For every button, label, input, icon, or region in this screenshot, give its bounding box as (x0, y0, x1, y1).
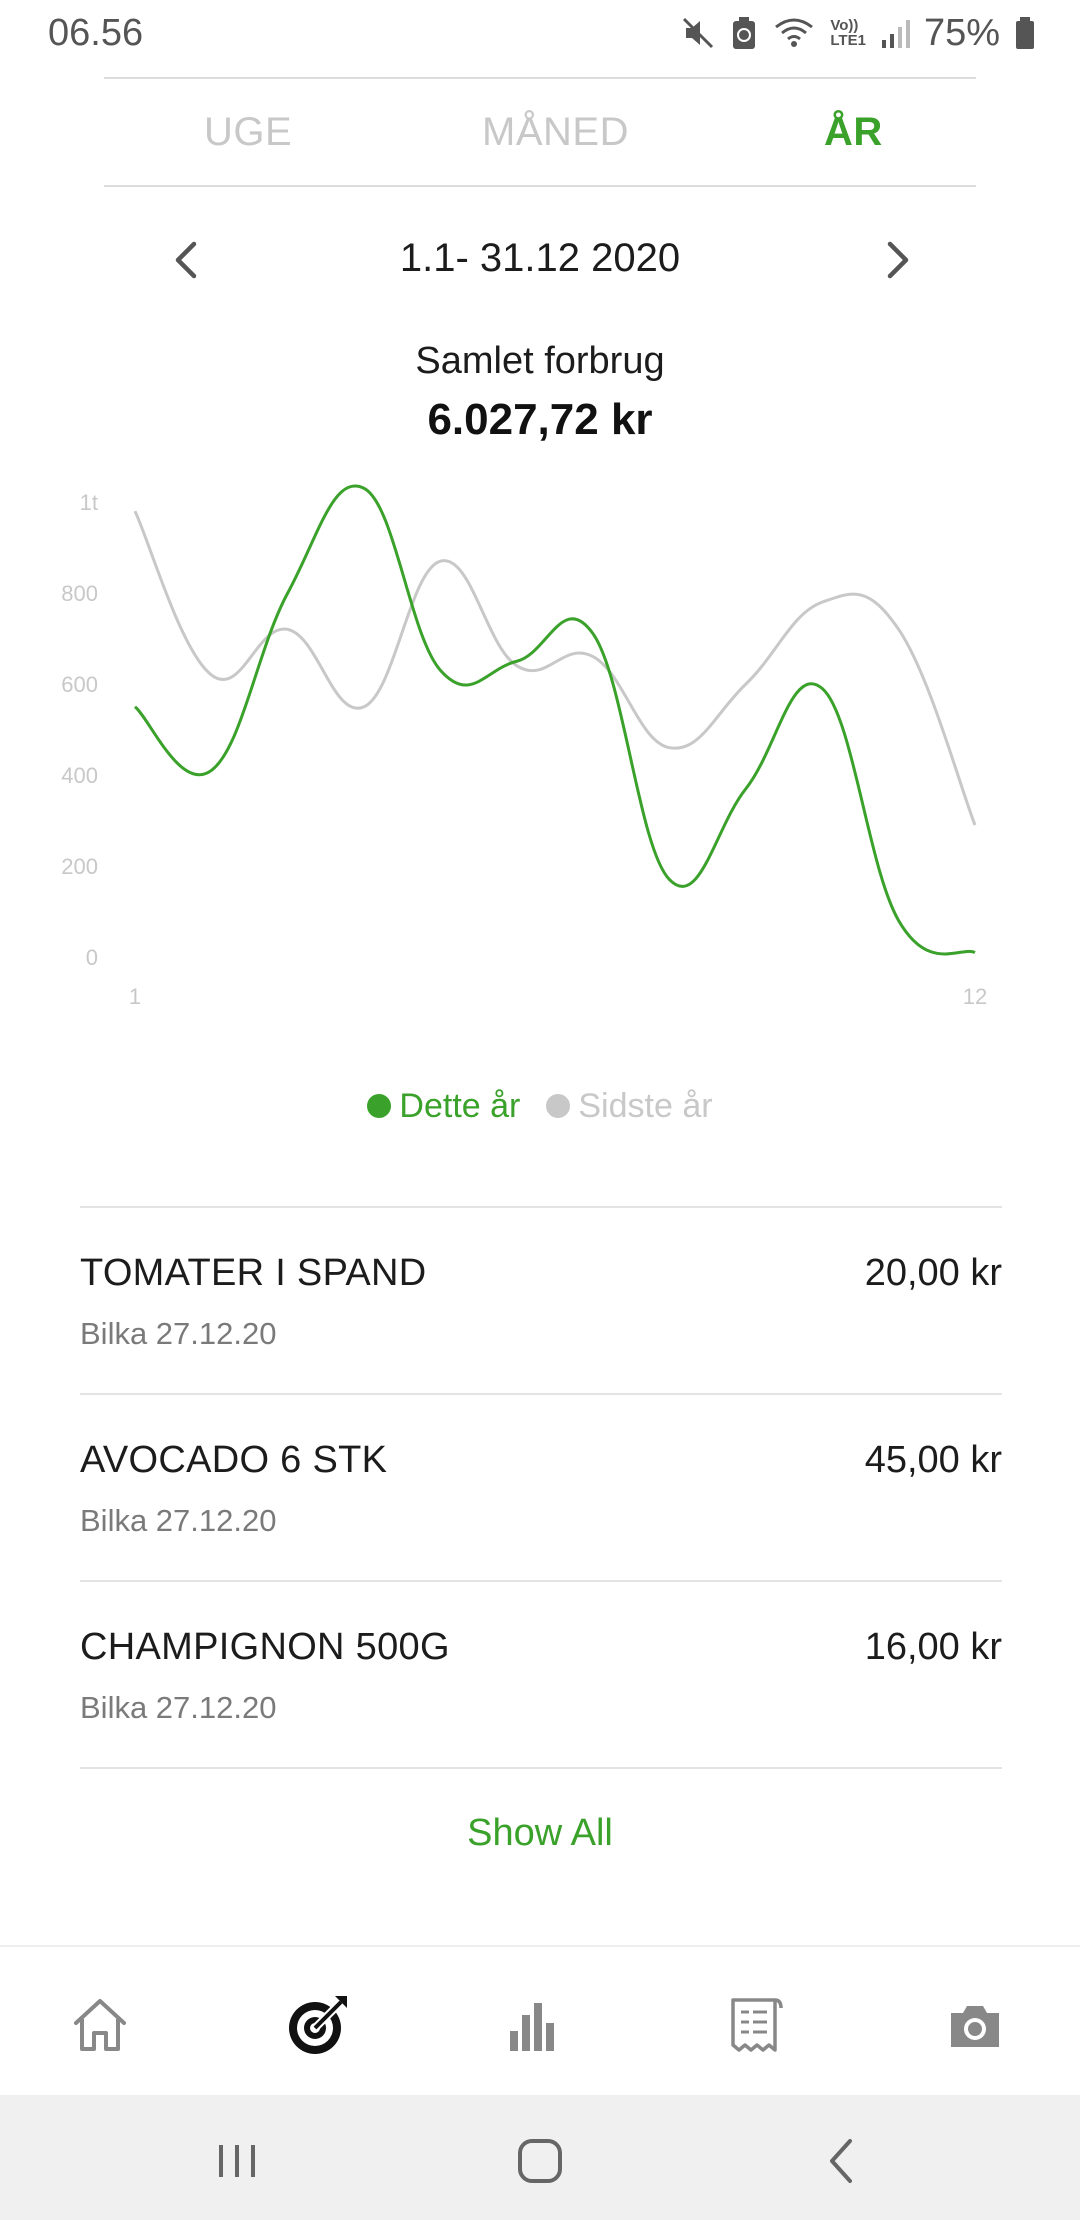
battery-percent: 75% (923, 11, 1000, 54)
y-tick-label: 400 (61, 763, 98, 788)
chevron-left-icon (175, 241, 197, 279)
volte-label: Vo)) (830, 17, 859, 34)
transaction-name: AVOCADO 6 STK (80, 1439, 388, 1481)
transaction-amount: 20,00 kr (864, 1252, 1002, 1294)
target-icon (289, 1996, 347, 2054)
summary-total: 6.027,72 kr (427, 395, 653, 444)
transaction-row[interactable]: CHAMPIGNON 500G Bilka 27.12.20 16,00 kr (80, 1582, 1002, 1769)
transaction-name: TOMATER I SPAND (80, 1252, 427, 1294)
volte-icon: Vo)) LTE1 (830, 18, 866, 48)
transaction-amount: 45,00 kr (864, 1439, 1002, 1481)
status-bar: 06.56 Vo)) LTE1 75% (0, 0, 1080, 66)
back-icon (830, 2139, 852, 2183)
date-range-label: 1.1- 31.12 2020 (399, 236, 681, 280)
legend-dot-last-year (546, 1094, 571, 1118)
transaction-row[interactable]: TOMATER I SPAND Bilka 27.12.20 20,00 kr (80, 1208, 1002, 1395)
legend-label-last-year: Sidste år (578, 1086, 713, 1125)
legend-item-last-year: Sidste år (546, 1086, 713, 1126)
transaction-name: CHAMPIGNON 500G (80, 1626, 450, 1668)
status-icons: Vo)) LTE1 75% (680, 10, 1036, 56)
transaction-meta: Bilka 27.12.20 (80, 1316, 277, 1351)
series-line-this-year (133, 484, 976, 956)
mute-icon (683, 17, 714, 49)
chevron-right-icon (887, 241, 909, 279)
y-tick-label: 600 (61, 672, 98, 697)
back-button[interactable] (812, 2131, 872, 2191)
tab-year[interactable]: ÅR (824, 110, 883, 154)
series-line-last-year (133, 510, 977, 826)
y-tick-label: 0 (86, 945, 98, 970)
transaction-row[interactable]: AVOCADO 6 STK Bilka 27.12.20 45,00 kr (80, 1395, 1002, 1582)
y-tick-label: 200 (61, 854, 98, 879)
signal-icon (881, 20, 910, 48)
legend-item-this-year: Dette år (367, 1087, 520, 1126)
recents-icon (219, 2145, 255, 2177)
nav-camera[interactable] (935, 1985, 1015, 2065)
camera-icon (951, 2006, 999, 2047)
home-button[interactable] (510, 2131, 570, 2191)
legend-label-this-year: Dette år (399, 1086, 521, 1125)
tab-month[interactable]: MÅNED (482, 110, 629, 154)
line-chart: 0 200 400 600 800 1t 1 12 (61, 484, 987, 1009)
x-tick-label: 12 (963, 984, 987, 1009)
y-tick-label: 800 (61, 581, 98, 606)
lte-label: LTE1 (830, 32, 866, 49)
summary-title: Samlet forbrug (415, 340, 665, 382)
status-time: 06.56 (48, 12, 144, 54)
transaction-amount: 16,00 kr (864, 1626, 1002, 1668)
home-button-icon (518, 2139, 562, 2183)
x-tick-label: 1 (129, 984, 141, 1009)
date-range-nav: 1.1- 31.12 2020 (0, 218, 1080, 302)
next-period-button[interactable] (868, 232, 924, 288)
nav-goals[interactable] (278, 1985, 358, 2065)
transaction-meta: Bilka 27.12.20 (80, 1503, 277, 1538)
transaction-meta: Bilka 27.12.20 (80, 1690, 277, 1725)
battery-saver-icon (733, 17, 756, 49)
legend-dot-this-year (367, 1094, 392, 1118)
show-all-link[interactable]: Show All (467, 1812, 613, 1854)
receipt-icon (731, 1998, 783, 2052)
tab-week[interactable]: UGE (204, 110, 293, 154)
nav-receipts[interactable] (714, 1985, 794, 2065)
bar-chart-icon (510, 2003, 554, 2051)
system-nav (0, 2095, 1080, 2220)
transaction-list: TOMATER I SPAND Bilka 27.12.20 20,00 kr … (80, 1206, 1002, 1769)
nav-statistics[interactable] (490, 1985, 570, 2065)
recents-button[interactable] (207, 2131, 267, 2191)
nav-home[interactable] (60, 1985, 140, 2065)
wifi-icon (775, 18, 814, 47)
period-tabs: UGE MÅNED ÅR (104, 77, 976, 187)
battery-icon (1016, 17, 1034, 49)
spending-chart: 0 200 400 600 800 1t 1 12 (0, 470, 1080, 1030)
previous-period-button[interactable] (160, 232, 216, 288)
y-tick-label: 1t (80, 490, 98, 515)
bottom-nav (0, 1945, 1080, 2095)
chart-legend: Dette år Sidste år (0, 1082, 1080, 1130)
home-icon (74, 1999, 126, 2051)
